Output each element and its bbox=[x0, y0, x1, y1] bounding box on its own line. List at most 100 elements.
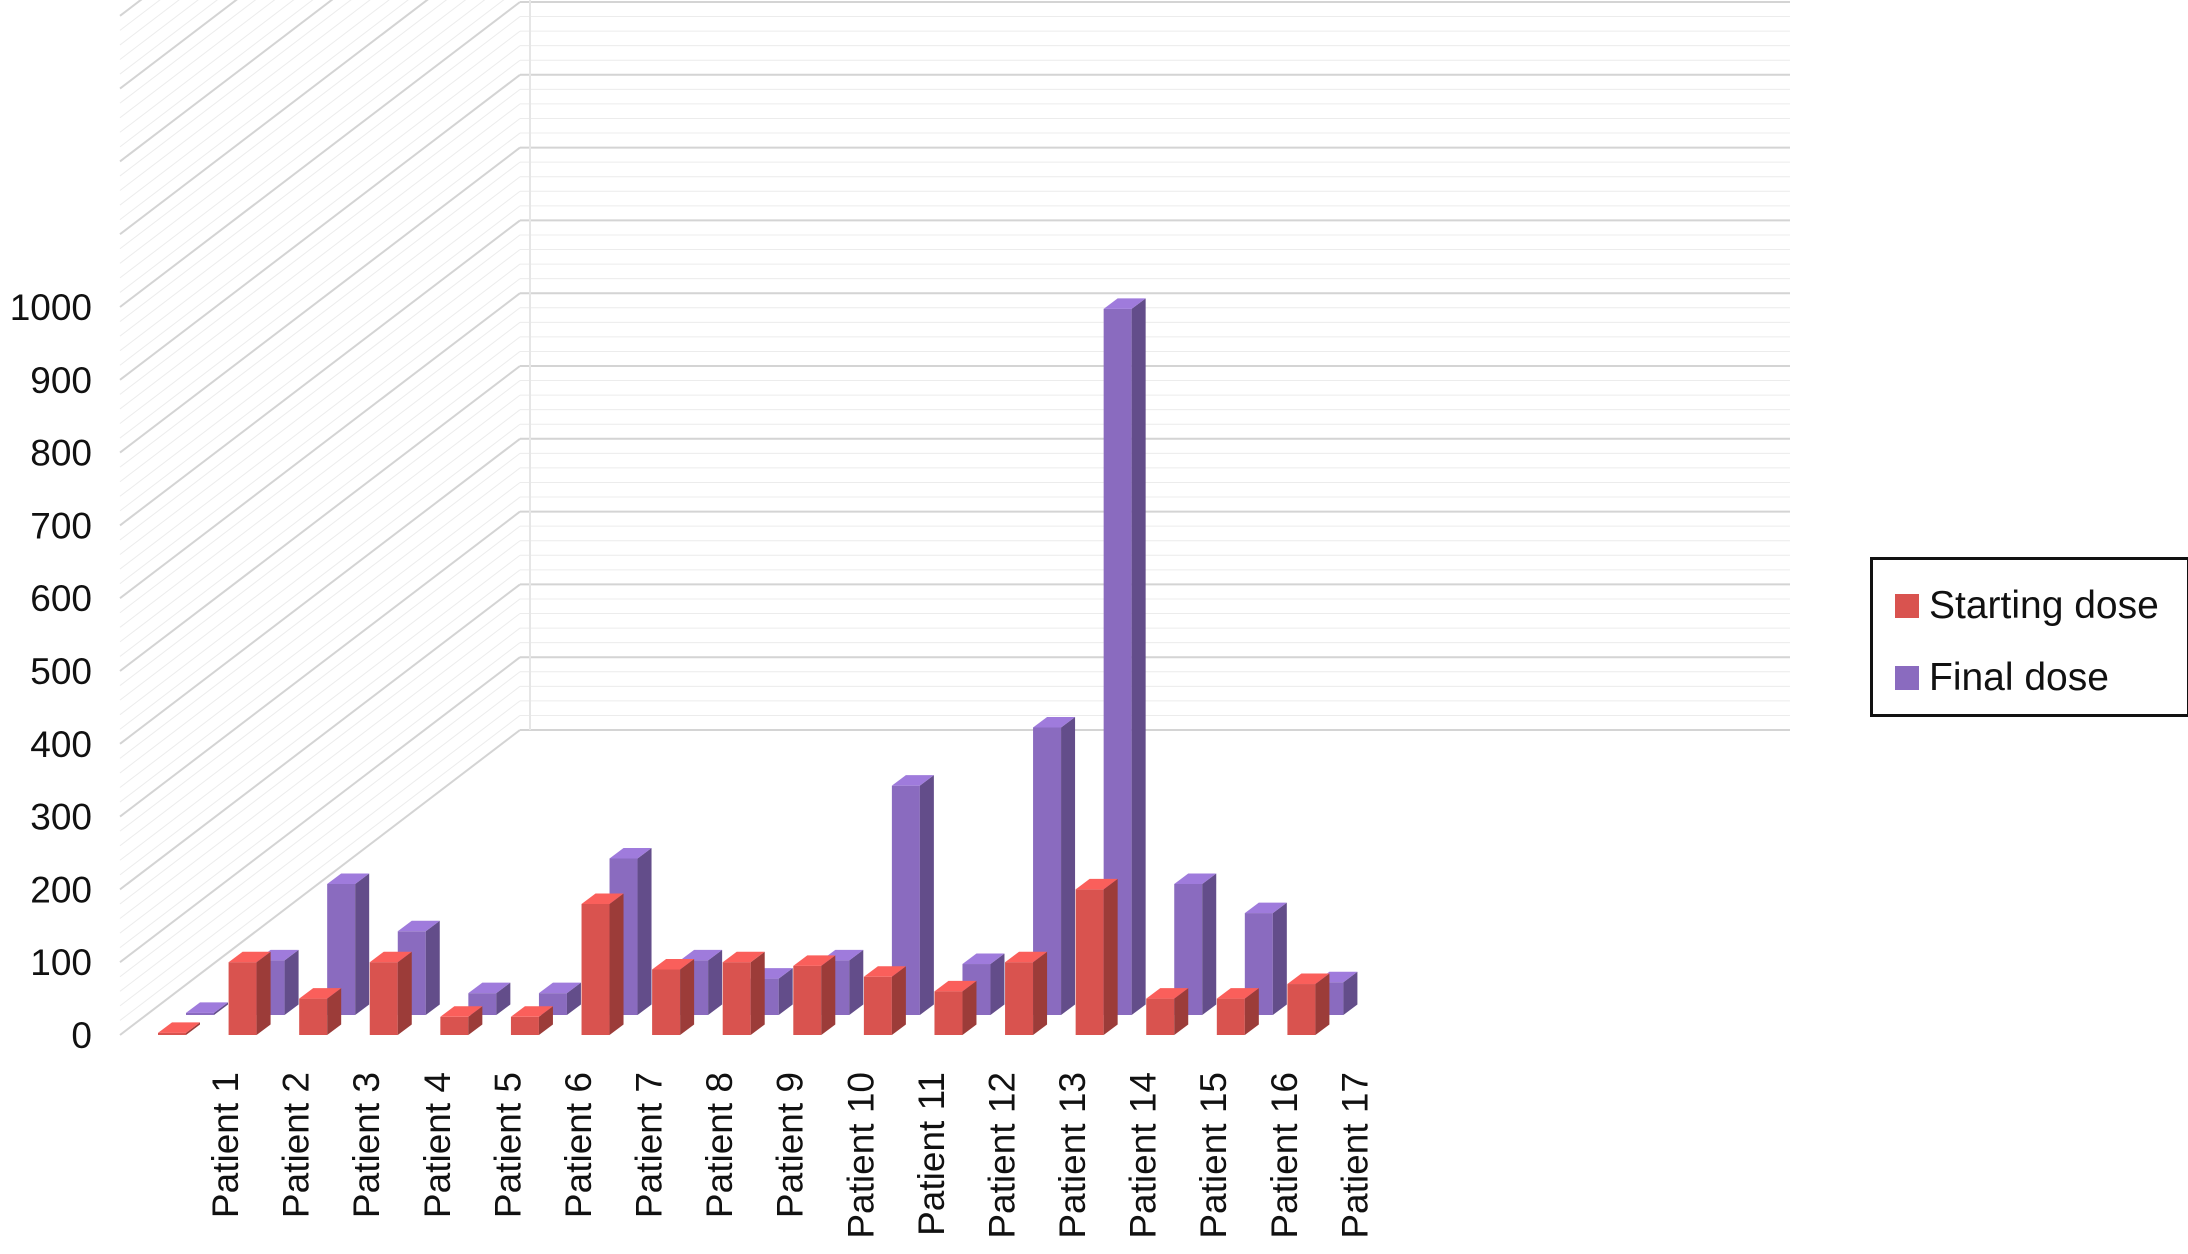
y-tick-label: 600 bbox=[30, 578, 92, 619]
x-category-label: Patient 2 bbox=[276, 1072, 317, 1218]
legend-item-final-dose: Final dose bbox=[1895, 656, 2109, 700]
bar-starting-dose bbox=[863, 966, 906, 1035]
side-gridline bbox=[119, 525, 521, 832]
side-gridline bbox=[119, 0, 218, 75]
bar-starting-dose bbox=[158, 1022, 200, 1035]
side-gridline bbox=[119, 671, 521, 978]
side-gridline bbox=[119, 0, 238, 90]
side-gridline bbox=[119, 0, 390, 206]
bar-starting-dose bbox=[581, 893, 624, 1035]
side-gridline bbox=[119, 132, 521, 439]
side-gridline bbox=[119, 380, 521, 686]
bar-starting-dose bbox=[228, 951, 271, 1035]
x-category-label: Patient 8 bbox=[699, 1072, 740, 1218]
side-gridline bbox=[119, 0, 334, 163]
x-category-label: Patient 7 bbox=[629, 1072, 670, 1218]
y-tick-label: 900 bbox=[30, 360, 92, 401]
side-gridline bbox=[119, 321, 521, 628]
side-gridline bbox=[119, 103, 521, 410]
side-gridline bbox=[119, 423, 521, 730]
x-category-label: Patient 14 bbox=[1123, 1072, 1164, 1239]
gridlines bbox=[119, 0, 1790, 1036]
side-gridline bbox=[119, 190, 521, 497]
bar-starting-dose bbox=[722, 951, 765, 1035]
side-gridline bbox=[119, 467, 521, 774]
y-tick-label: 0 bbox=[71, 1015, 92, 1056]
side-gridline bbox=[119, 554, 521, 861]
side-gridline bbox=[119, 0, 352, 177]
side-gridline bbox=[119, 118, 521, 424]
side-gridline bbox=[119, 540, 521, 847]
bar-starting-dose bbox=[934, 980, 977, 1035]
side-gridline bbox=[119, 234, 521, 541]
side-gridline bbox=[119, 452, 521, 759]
legend-swatch-final-dose bbox=[1895, 666, 1919, 690]
y-tick-label: 1000 bbox=[10, 287, 92, 328]
x-category-label: Patient 10 bbox=[840, 1072, 881, 1239]
legend-swatch-starting-dose bbox=[1895, 594, 1919, 618]
side-gridline bbox=[119, 0, 467, 264]
y-tick-label: 100 bbox=[30, 942, 92, 983]
bars bbox=[158, 298, 1358, 1035]
side-gridline bbox=[119, 0, 295, 133]
side-gridline bbox=[119, 365, 521, 672]
bar-starting-dose bbox=[652, 958, 695, 1035]
side-gridline bbox=[119, 598, 521, 905]
side-gridline bbox=[119, 0, 199, 60]
side-gridline bbox=[119, 1, 521, 308]
x-category-label: Patient 16 bbox=[1264, 1072, 1305, 1239]
side-gridline bbox=[119, 263, 521, 570]
side-gridline bbox=[119, 0, 448, 250]
bar-starting-dose bbox=[1216, 988, 1259, 1035]
y-tick-label: 700 bbox=[30, 505, 92, 546]
side-gridline bbox=[119, 0, 505, 293]
x-category-label: Patient 17 bbox=[1334, 1072, 1375, 1239]
side-gridline bbox=[119, 74, 521, 381]
bar-starting-dose bbox=[1146, 988, 1189, 1035]
side-gridline bbox=[119, 249, 521, 555]
bar-starting-dose bbox=[510, 1006, 553, 1035]
y-tick-label: 400 bbox=[30, 724, 92, 765]
x-category-label: Patient 9 bbox=[770, 1072, 811, 1218]
x-category-label: Patient 6 bbox=[558, 1072, 599, 1218]
side-gridline bbox=[119, 700, 521, 1007]
side-gridline bbox=[119, 510, 521, 818]
side-gridline bbox=[119, 176, 521, 483]
bar-final-dose bbox=[468, 982, 511, 1015]
y-tick-label: 500 bbox=[30, 651, 92, 692]
side-gridline bbox=[119, 45, 521, 352]
x-category-label: Patient 12 bbox=[981, 1072, 1022, 1239]
side-gridline bbox=[119, 715, 521, 1021]
x-category-label: Patient 15 bbox=[1193, 1072, 1234, 1239]
y-tick-label: 800 bbox=[30, 433, 92, 474]
side-gridline bbox=[119, 88, 521, 395]
x-category-label: Patient 1 bbox=[205, 1072, 246, 1218]
side-gridline bbox=[119, 627, 521, 934]
side-gridline bbox=[119, 583, 521, 891]
bar-starting-dose bbox=[1075, 878, 1118, 1035]
side-gridline bbox=[119, 685, 521, 992]
y-axis-ticks: 0 100 200 300 400 500 600 700 800 900 1000 bbox=[10, 287, 92, 1056]
side-gridline bbox=[119, 336, 521, 643]
chart-legend: Starting dose Final dose bbox=[1870, 557, 2188, 717]
side-gridline bbox=[119, 161, 521, 468]
legend-label-starting-dose: Starting dose bbox=[1929, 584, 2159, 627]
side-gridline bbox=[119, 146, 521, 454]
side-gridline bbox=[119, 16, 521, 322]
side-gridline bbox=[119, 0, 409, 221]
side-gridline bbox=[119, 496, 521, 803]
legend-label-final-dose: Final dose bbox=[1929, 656, 2109, 699]
y-tick-label: 200 bbox=[30, 869, 92, 910]
bar-starting-dose bbox=[793, 955, 836, 1035]
bar-starting-dose bbox=[440, 1006, 483, 1035]
side-gridline bbox=[119, 30, 521, 337]
bar-starting-dose bbox=[369, 951, 412, 1035]
side-gridline bbox=[119, 729, 521, 1036]
side-gridline bbox=[119, 642, 521, 949]
y-tick-label: 300 bbox=[30, 797, 92, 838]
side-gridline bbox=[119, 0, 429, 235]
side-gridline bbox=[119, 59, 521, 366]
side-gridline bbox=[119, 0, 314, 148]
side-gridline bbox=[119, 482, 521, 788]
